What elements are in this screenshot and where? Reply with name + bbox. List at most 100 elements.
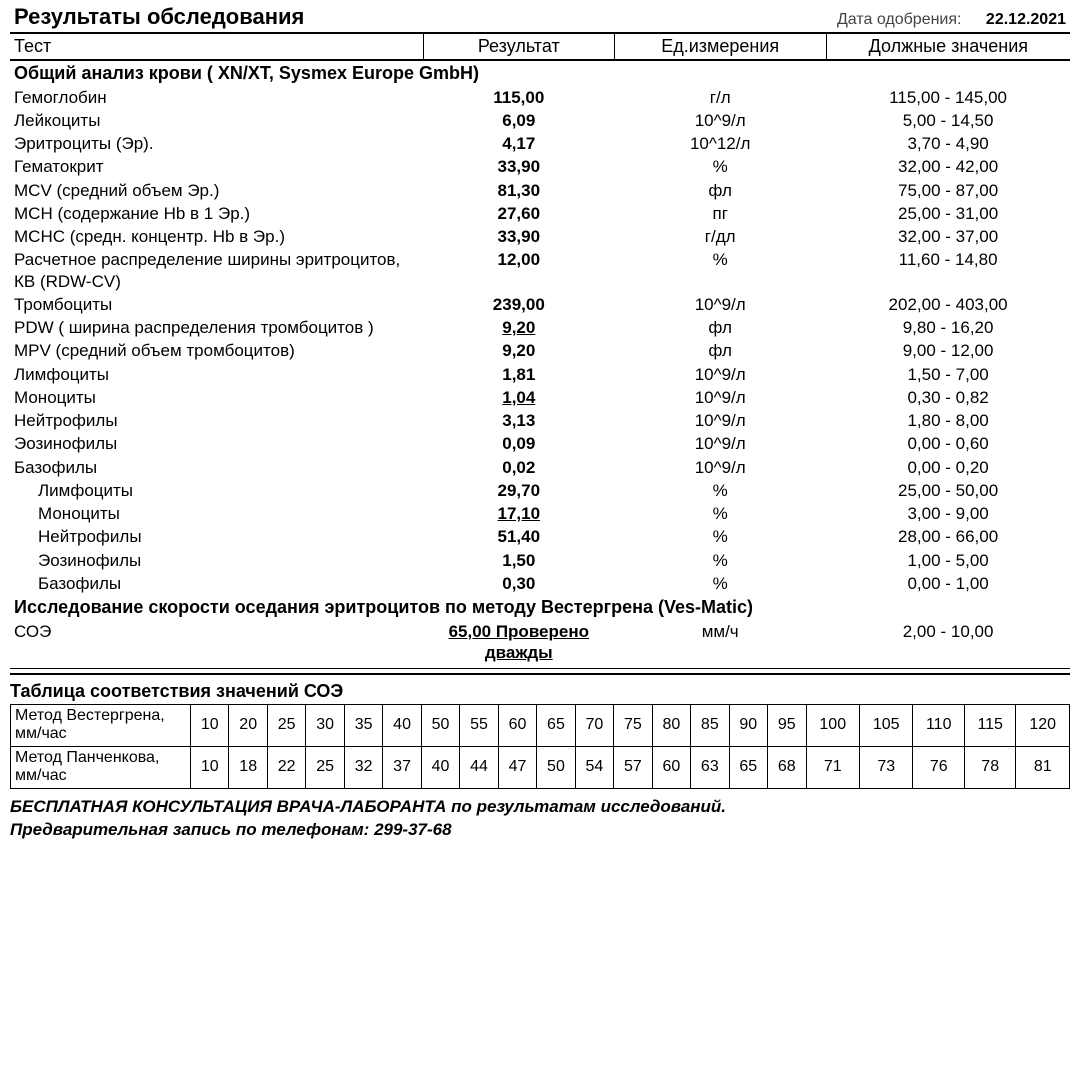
cell-unit: фл <box>614 179 826 202</box>
corr-cell: 81 <box>1016 746 1070 788</box>
corr-cell: 10 <box>191 746 229 788</box>
cell-test: СОЭ <box>10 620 423 665</box>
cell-unit: фл <box>614 339 826 362</box>
corr-cell: 65 <box>729 746 767 788</box>
col-header-result: Результат <box>423 33 614 60</box>
cell-ref: 0,30 - 0,82 <box>826 386 1070 409</box>
footer-note: БЕСПЛАТНАЯ КОНСУЛЬТАЦИЯ ВРАЧА-ЛАБОРАНТА … <box>10 795 1070 843</box>
corr-row-label: Метод Панченкова, мм/час <box>11 746 191 788</box>
report-title: Результаты обследования <box>14 4 304 30</box>
cell-test: MPV (средний объем тромбоцитов) <box>10 339 423 362</box>
table-row: Эозинофилы1,50%1,00 - 5,00 <box>10 549 1070 572</box>
corr-table-title: Таблица соответствия значений СОЭ <box>10 681 1070 702</box>
cell-test: Лимфоциты <box>10 479 423 502</box>
cell-unit: 10^9/л <box>614 409 826 432</box>
cell-test: Гематокрит <box>10 155 423 178</box>
table-row: Нейтрофилы51,40%28,00 - 66,00 <box>10 525 1070 548</box>
corr-cell: 50 <box>537 746 575 788</box>
cell-ref: 1,00 - 5,00 <box>826 549 1070 572</box>
cell-result: 0,09 <box>423 432 614 455</box>
table-row: Базофилы0,0210^9/л0,00 - 0,20 <box>10 456 1070 479</box>
cell-test: Лейкоциты <box>10 109 423 132</box>
cell-unit: фл <box>614 316 826 339</box>
date-value: 22.12.2021 <box>986 11 1066 28</box>
cell-unit: мм/ч <box>614 620 826 665</box>
cell-result: 4,17 <box>423 132 614 155</box>
corr-cell: 37 <box>383 746 421 788</box>
corr-cell: 80 <box>652 705 690 747</box>
corr-cell: 105 <box>859 705 912 747</box>
corr-cell: 30 <box>306 705 344 747</box>
table-row: Расчетное распределение ширины эритроцит… <box>10 248 1070 293</box>
cell-result: 81,30 <box>423 179 614 202</box>
cell-test: Нейтрофилы <box>10 525 423 548</box>
table-row: Моноциты17,10%3,00 - 9,00 <box>10 502 1070 525</box>
cell-result: 239,00 <box>423 293 614 316</box>
section-title: Исследование скорости оседания эритроцит… <box>10 595 1070 620</box>
corr-cell: 40 <box>383 705 421 747</box>
cell-result: 1,50 <box>423 549 614 572</box>
cell-result: 1,81 <box>423 363 614 386</box>
cell-test: MCH (содержание Hb в 1 Эр.) <box>10 202 423 225</box>
cell-test: Расчетное распределение ширины эритроцит… <box>10 248 423 293</box>
cell-result: 12,00 <box>423 248 614 293</box>
cell-ref: 75,00 - 87,00 <box>826 179 1070 202</box>
cell-ref: 11,60 - 14,80 <box>826 248 1070 293</box>
corr-cell: 115 <box>964 705 1015 747</box>
corr-cell: 78 <box>964 746 1015 788</box>
cell-unit: 10^9/л <box>614 432 826 455</box>
corr-cell: 10 <box>191 705 229 747</box>
cell-ref: 1,50 - 7,00 <box>826 363 1070 386</box>
cell-test: PDW ( ширина распределения тромбоцитов ) <box>10 316 423 339</box>
cell-unit: 10^12/л <box>614 132 826 155</box>
cell-test: Тромбоциты <box>10 293 423 316</box>
cell-test: Эозинофилы <box>10 432 423 455</box>
cell-result: 3,13 <box>423 409 614 432</box>
cell-result: 51,40 <box>423 525 614 548</box>
cell-result: 29,70 <box>423 479 614 502</box>
header-row: Результаты обследования Дата одобрения: … <box>10 4 1070 30</box>
corr-cell: 75 <box>614 705 652 747</box>
cell-ref: 0,00 - 0,60 <box>826 432 1070 455</box>
col-header-test: Тест <box>10 33 423 60</box>
corr-cell: 25 <box>267 705 305 747</box>
corr-cell: 18 <box>229 746 267 788</box>
cell-unit: 10^9/л <box>614 386 826 409</box>
table-row: Гемоглобин115,00г/л115,00 - 145,00 <box>10 86 1070 109</box>
corr-cell: 63 <box>691 746 729 788</box>
corr-cell: 57 <box>614 746 652 788</box>
cell-result: 65,00 Проверено дважды <box>423 620 614 665</box>
cell-result: 27,60 <box>423 202 614 225</box>
cell-result: 1,04 <box>423 386 614 409</box>
cell-result: 0,02 <box>423 456 614 479</box>
cell-unit: % <box>614 479 826 502</box>
corr-cell: 55 <box>460 705 498 747</box>
cell-result: 33,90 <box>423 155 614 178</box>
cell-result: 9,20 <box>423 339 614 362</box>
cell-ref: 0,00 - 0,20 <box>826 456 1070 479</box>
corr-table: Метод Вестергрена, мм/час102025303540505… <box>10 704 1070 789</box>
cell-test: MCHC (средн. концентр. Hb в Эр.) <box>10 225 423 248</box>
corr-cell: 54 <box>575 746 613 788</box>
corr-cell: 35 <box>344 705 382 747</box>
cell-test: Эритроциты (Эр). <box>10 132 423 155</box>
table-row: Лимфоциты1,8110^9/л1,50 - 7,00 <box>10 363 1070 386</box>
corr-cell: 70 <box>575 705 613 747</box>
cell-ref: 3,70 - 4,90 <box>826 132 1070 155</box>
col-header-ref: Должные значения <box>826 33 1070 60</box>
table-row: Лимфоциты29,70%25,00 - 50,00 <box>10 479 1070 502</box>
corr-cell: 60 <box>652 746 690 788</box>
corr-cell: 110 <box>913 705 964 747</box>
cell-unit: % <box>614 502 826 525</box>
cell-test: Нейтрофилы <box>10 409 423 432</box>
cell-unit: % <box>614 525 826 548</box>
cell-unit: 10^9/л <box>614 293 826 316</box>
cell-ref: 32,00 - 37,00 <box>826 225 1070 248</box>
cell-unit: % <box>614 248 826 293</box>
table-row: MCV (средний объем Эр.)81,30фл75,00 - 87… <box>10 179 1070 202</box>
cell-ref: 115,00 - 145,00 <box>826 86 1070 109</box>
corr-cell: 40 <box>421 746 459 788</box>
corr-cell: 60 <box>498 705 536 747</box>
corr-cell: 65 <box>537 705 575 747</box>
table-row: Эозинофилы0,0910^9/л0,00 - 0,60 <box>10 432 1070 455</box>
